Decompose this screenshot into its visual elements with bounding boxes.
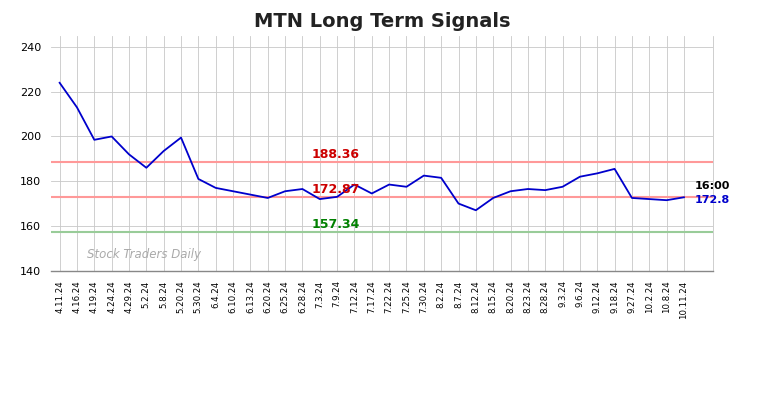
- Title: MTN Long Term Signals: MTN Long Term Signals: [254, 12, 510, 31]
- Text: Stock Traders Daily: Stock Traders Daily: [87, 248, 201, 261]
- Text: 157.34: 157.34: [311, 218, 360, 231]
- Text: 16:00: 16:00: [695, 181, 730, 191]
- Text: 188.36: 188.36: [311, 148, 360, 162]
- Text: 172.87: 172.87: [311, 183, 360, 196]
- Text: 172.8: 172.8: [695, 195, 730, 205]
